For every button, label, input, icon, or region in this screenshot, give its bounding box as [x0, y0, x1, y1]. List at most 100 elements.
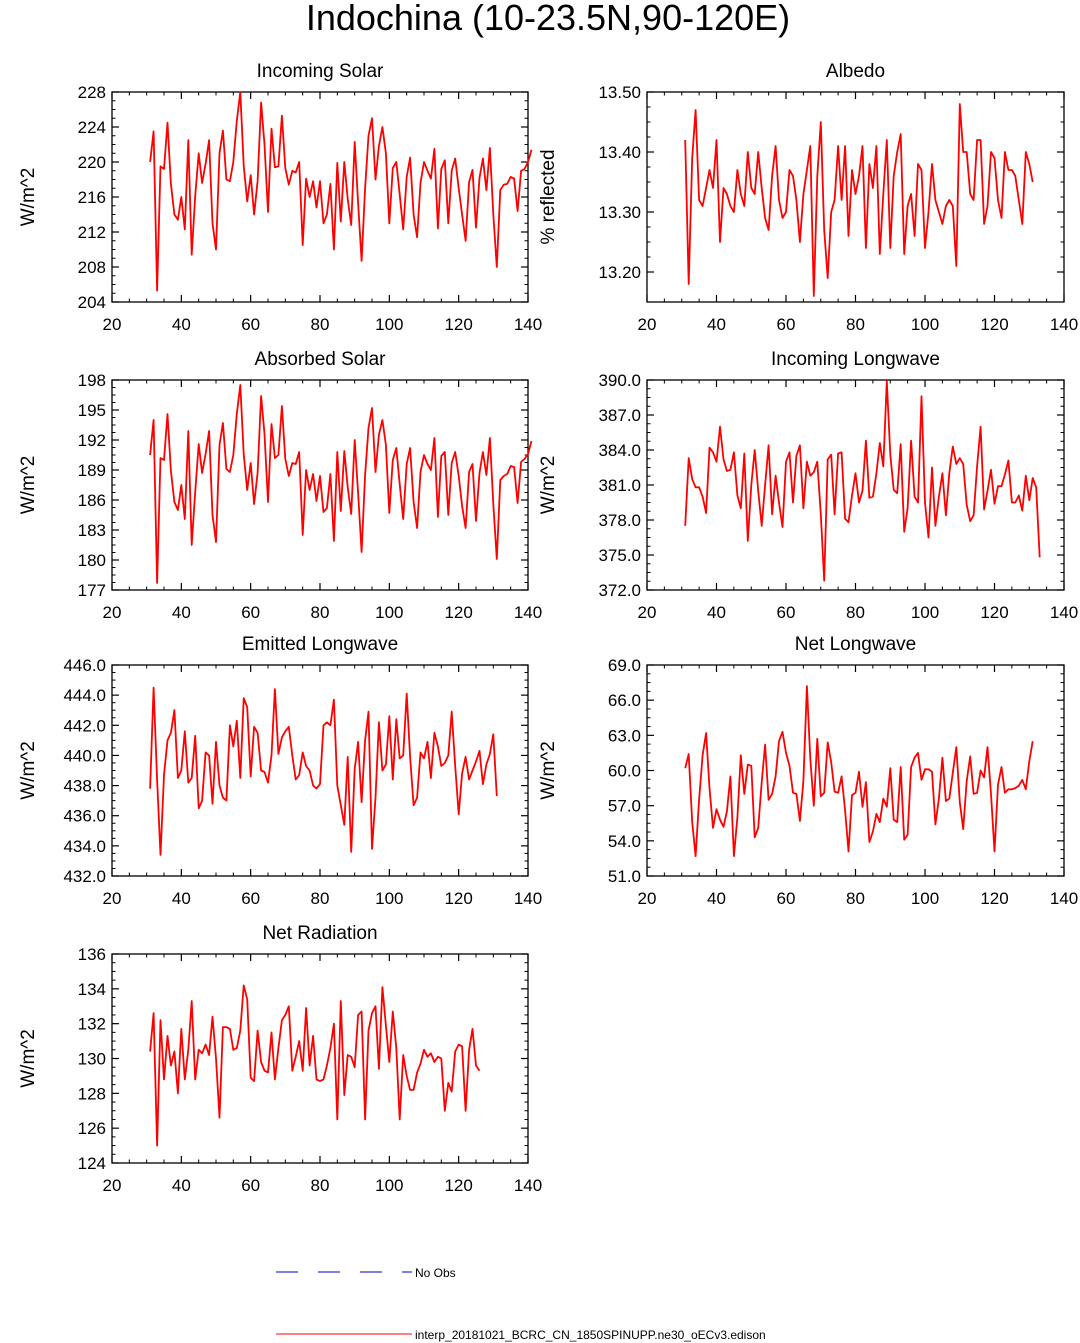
panel-3-ytick-label: 183 [78, 521, 106, 540]
panel-1-xtick-label: 40 [172, 315, 191, 334]
panel-7-series-line-1 [149, 984, 481, 1147]
panel-6-ytick-label: 66.0 [608, 691, 641, 710]
panel-7-ytick-label: 128 [78, 1084, 106, 1103]
panel-6: 20 40 60 80 100 120 140 51.0 54.0 57.0 60.0 63.0 66.… [538, 634, 1078, 908]
panel-4-xtick-label: 40 [707, 603, 726, 622]
panel-1-ytick-label: 208 [78, 258, 106, 277]
panel-5-ytick-label: 438.0 [63, 777, 106, 796]
panel-5: 20 40 60 80 100 120 140 432.0 434.0 436.0 438.0 440… [18, 634, 542, 908]
panel-7-xtick-label: 120 [444, 1176, 472, 1195]
panel-1-series-line-1 [149, 91, 533, 292]
panel-6-xtick-label: 80 [846, 889, 865, 908]
panel-2-series-line-1 [684, 103, 1034, 297]
panel-1-ytick-label: 220 [78, 153, 106, 172]
panel-2-xtick-label: 140 [1050, 315, 1078, 334]
panel-6-ytick-label: 51.0 [608, 867, 641, 886]
panel-1-ytick-label: 216 [78, 188, 106, 207]
panel-3-xtick-label: 120 [444, 603, 472, 622]
panel-2-ytick-label: 13.20 [598, 263, 641, 282]
panel-7-ytick-label: 136 [78, 945, 106, 964]
panel-3-xtick-label: 40 [172, 603, 191, 622]
panel-1-ytick-label: 228 [78, 83, 106, 102]
panel-1-xtick-label: 60 [241, 315, 260, 334]
panel-3-series-line-1 [149, 384, 533, 584]
panel-3-ytick-label: 192 [78, 431, 106, 450]
panel-6-ytick-label: 63.0 [608, 726, 641, 745]
panel-5-ytick-label: 436.0 [63, 807, 106, 826]
panel-1-ytick-label: 204 [78, 293, 106, 312]
panel-4-ytick-label: 378.0 [598, 511, 641, 530]
panel-1-ylabel: W/m^2 [18, 168, 39, 227]
panel-2-xtick-label: 60 [777, 315, 796, 334]
panel-4-ytick-label: 384.0 [598, 441, 641, 460]
panel-7-ytick-label: 126 [78, 1119, 106, 1138]
panel-4-xtick-label: 140 [1050, 603, 1078, 622]
panel-6-ytick-label: 54.0 [608, 832, 641, 851]
panel-1-xtick-label: 100 [375, 315, 403, 334]
panel-7-xtick-label: 60 [241, 1176, 260, 1195]
panel-5-ylabel: W/m^2 [18, 741, 39, 800]
panel-7-xtick-label: 20 [103, 1176, 122, 1195]
panel-3-ylabel: W/m^2 [18, 456, 39, 515]
panel-6-xtick-label: 140 [1050, 889, 1078, 908]
panel-1-xtick-label: 20 [103, 315, 122, 334]
panel-7-ylabel: W/m^2 [18, 1029, 39, 1088]
panel-7-xtick-label: 40 [172, 1176, 191, 1195]
panels: 20 40 60 80 100 120 140 204 208 212 216 220 224 228 In… [18, 61, 1078, 1195]
panel-4-xtick-label: 20 [638, 603, 657, 622]
panel-4-series-line-1 [684, 380, 1041, 582]
panel-6-xtick-label: 40 [707, 889, 726, 908]
panel-2-ytick-label: 13.50 [598, 83, 641, 102]
panel-3-title: Absorbed Solar [255, 349, 387, 370]
panel-7: 20 40 60 80 100 120 140 124 126 128 130 132 134 136 Ne… [18, 923, 542, 1195]
panel-3-ytick-label: 195 [78, 401, 106, 420]
panel-1-xtick-label: 80 [311, 315, 330, 334]
panel-1-plot-frame [111, 91, 529, 303]
panel-1-xtick-label: 120 [444, 315, 472, 334]
panel-7-ytick-label: 130 [78, 1050, 106, 1069]
panel-1-title: Incoming Solar [257, 61, 384, 82]
panel-5-xtick-label: 80 [311, 889, 330, 908]
panel-6-xtick-label: 120 [980, 889, 1008, 908]
panel-4: 20 40 60 80 100 120 140 372.0 375.0 378.0 381.0 384… [538, 349, 1078, 622]
panel-4-ytick-label: 387.0 [598, 406, 641, 425]
panel-5-xtick-label: 20 [103, 889, 122, 908]
panel-5-xtick-label: 40 [172, 889, 191, 908]
panel-6-ytick-label: 69.0 [608, 656, 641, 675]
panel-2-plot-frame [646, 91, 1065, 303]
panel-6-title: Net Longwave [795, 634, 916, 655]
panel-3-ytick-label: 189 [78, 461, 106, 480]
panel-2-ytick-label: 13.30 [598, 203, 641, 222]
panel-2-xtick-label: 120 [980, 315, 1008, 334]
panel-6-xtick-label: 60 [777, 889, 796, 908]
panel-6-xtick-label: 100 [911, 889, 939, 908]
panel-6-ylabel: W/m^2 [538, 741, 559, 800]
panel-3-xtick-label: 20 [103, 603, 122, 622]
panel-7-ytick-label: 134 [78, 980, 106, 999]
panel-5-xtick-label: 120 [444, 889, 472, 908]
panel-5-xtick-label: 100 [375, 889, 403, 908]
panel-7-title: Net Radiation [262, 923, 377, 944]
panel-4-ytick-label: 390.0 [598, 371, 641, 390]
panel-5-xtick-label: 140 [514, 889, 542, 908]
panel-3-ytick-label: 177 [78, 581, 106, 600]
panel-2-ylabel: % reflected [538, 149, 559, 244]
panel-2-xtick-label: 40 [707, 315, 726, 334]
panel-5-ytick-label: 444.0 [63, 686, 106, 705]
panel-1-xtick-label: 140 [514, 315, 542, 334]
panel-3: 20 40 60 80 100 120 140 177 180 183 186 189 192 195 19… [18, 349, 542, 622]
panel-4-ytick-label: 381.0 [598, 476, 641, 495]
panel-2-title: Albedo [826, 61, 885, 82]
panel-4-xtick-label: 60 [777, 603, 796, 622]
panel-1-ytick-label: 212 [78, 223, 106, 242]
legend-label-no-obs: No Obs [415, 1266, 456, 1280]
panel-7-ytick-label: 132 [78, 1015, 106, 1034]
panel-4-ytick-label: 375.0 [598, 546, 641, 565]
panel-3-ytick-label: 180 [78, 551, 106, 570]
panel-7-xtick-label: 80 [311, 1176, 330, 1195]
panel-5-ytick-label: 446.0 [63, 656, 106, 675]
panel-6-ytick-label: 57.0 [608, 797, 641, 816]
panel-4-xtick-label: 80 [846, 603, 865, 622]
legend: No Obs interp_20181021_BCRC_CN_1850SPINU… [276, 1266, 766, 1342]
